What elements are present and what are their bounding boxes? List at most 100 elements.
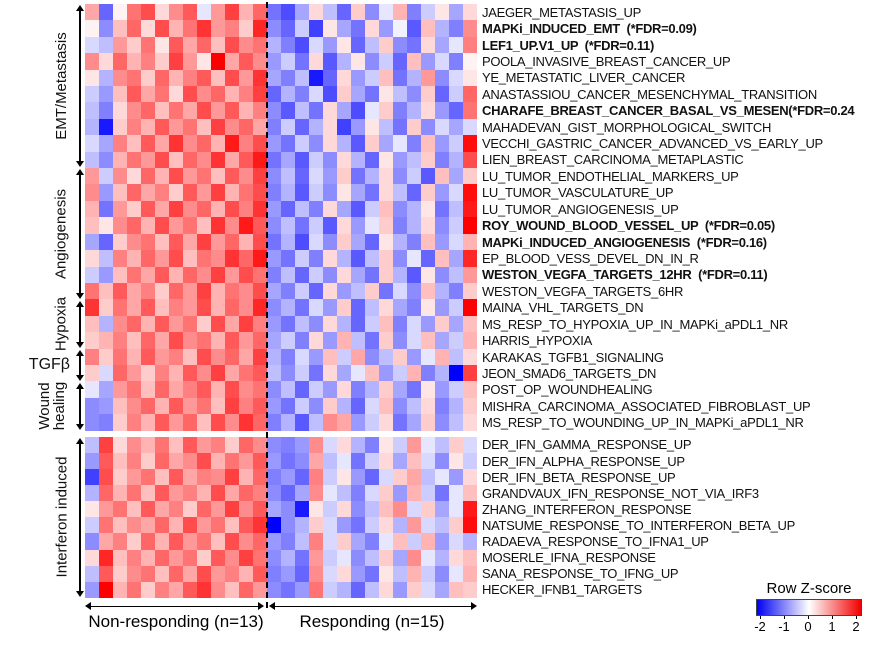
heatmap-cell [379,453,393,470]
heatmap-cell [421,469,435,486]
category-arrow [75,437,85,597]
heatmap-cell [323,364,337,382]
heatmap-cell [337,184,351,201]
heatmap-cell [421,315,435,333]
heatmap-cell [113,217,127,234]
heatmap-cell [295,332,309,349]
heatmap-cell [127,299,141,316]
heatmap-cell [267,266,281,283]
heatmap-cell [225,184,239,201]
heatmap-cell [281,86,295,103]
heatmap-cell [225,469,239,486]
heatmap-cell [197,332,211,349]
heatmap-cell [337,436,351,453]
heatmap-cell [295,151,309,169]
heatmap-cell [337,36,351,54]
heatmap-cell [351,436,365,453]
colorbar-legend: Row Z-score -2 -1 0 1 2 [750,580,862,634]
heatmap-cell [197,20,211,37]
heatmap-cell [155,453,169,470]
row-label: LU_TUMOR_VASCULATURE_UP [482,185,674,201]
heatmap-cell [365,53,379,70]
heatmap-cell [393,168,407,185]
heatmap-cell [169,266,183,283]
heatmap-cell [99,436,113,453]
heatmap-cell [295,549,309,566]
heatmap-cell [421,517,435,534]
heatmap-cell [337,282,351,300]
heatmap-cell [155,364,169,382]
heatmap-cell [141,20,155,37]
heatmap-cell [85,86,99,103]
heatmap-cell [309,469,323,486]
arrow-left-head-icon [269,601,275,610]
heatmap-cell [281,517,295,534]
heatmap-cell [113,102,127,119]
heatmap-cell [155,436,169,453]
heatmap-cell [351,36,365,54]
heatmap-cell [253,102,267,119]
heatmap-cell [309,332,323,349]
heatmap-cell [309,533,323,550]
heatmap-cell [463,533,477,550]
heatmap-cell [295,118,309,136]
heatmap-cell [127,348,141,365]
heatmap-cell [323,381,337,398]
row-label: RADAEVA_RESPONSE_TO_IFNA1_UP [482,534,709,550]
heatmap-cell [225,397,239,415]
heatmap-cell [225,565,239,582]
heatmap-cell [295,381,309,398]
heatmap-cell [113,168,127,185]
heatmap-cell [85,36,99,54]
heatmap-cell [463,250,477,267]
heatmap-cell [323,200,337,218]
heatmap-cell [421,151,435,169]
heatmap-cell [463,348,477,365]
heatmap-cell [141,581,155,598]
heatmap-cell [351,453,365,470]
heatmap-cell [323,233,337,251]
heatmap-cell [351,233,365,251]
heatmap-cell [323,184,337,201]
heatmap-cell [407,414,421,431]
heatmap-cell [379,20,393,37]
heatmap-cell [225,501,239,518]
heatmap-cell [211,364,225,382]
heatmap-cell [449,414,463,431]
heatmap-cell [197,469,211,486]
heatmap-cell [351,250,365,267]
heatmap-cell [435,453,449,470]
heatmap-cell [211,102,225,119]
heatmap-cell [449,4,463,21]
heatmap-cell [155,332,169,349]
heatmap-cell [169,436,183,453]
heatmap-cell [183,453,197,470]
heatmap-cell [393,381,407,398]
heatmap-cell [337,414,351,431]
row-label: DER_IFN_BETA_RESPONSE_UP [482,469,676,485]
heatmap-cell [449,381,463,398]
heatmap-cell [169,533,183,550]
heatmap-cell [211,501,225,518]
heatmap-cell [421,250,435,267]
heatmap-cell [309,565,323,582]
heatmap-cell [253,4,267,21]
heatmap-cell [435,549,449,566]
heatmap-cell [449,469,463,486]
heatmap-cell [309,315,323,333]
row-label: HECKER_IFNB1_TARGETS [482,582,642,598]
heatmap-cell [337,348,351,365]
heatmap-cell [141,332,155,349]
heatmap-cell [113,299,127,316]
heatmap-cell [407,86,421,103]
heatmap-cell [211,168,225,185]
heatmap-cell [309,53,323,70]
heatmap-cell [85,332,99,349]
heatmap-cell [141,348,155,365]
heatmap-cell [211,4,225,21]
heatmap-cell [99,501,113,518]
heatmap-cell [337,217,351,234]
heatmap-cell [337,118,351,136]
heatmap-cell [421,381,435,398]
heatmap-cell [295,36,309,54]
